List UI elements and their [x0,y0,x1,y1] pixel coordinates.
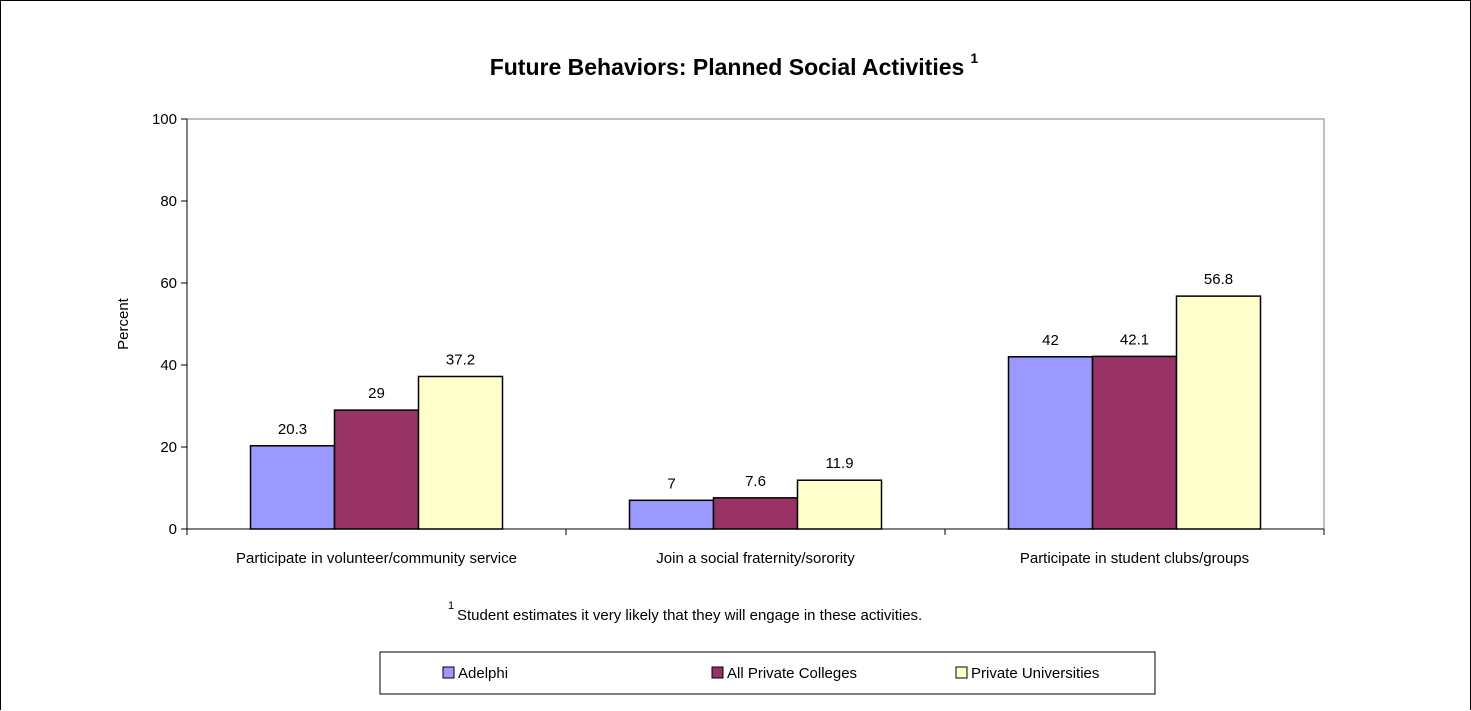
legend: Adelphi All Private Colleges Private Unive… [442,665,1099,682]
bar-data-label: 29 [368,385,385,402]
x-category-label: Participate in student clubs/groups [1020,550,1249,567]
bar-data-label: 56.8 [1204,271,1233,288]
footnote-marker: 1 [448,600,454,612]
bar [1091,355,1178,530]
legend-label: All Private Colleges [727,665,857,682]
chart-title: Future Behaviors: Planned Social Activit… [490,54,965,80]
legend-swatch [955,666,968,679]
bar [1007,356,1094,530]
y-tick-label: 100 [152,111,177,128]
y-tick-label: 20 [160,439,177,456]
bar [1175,295,1262,530]
y-tick-label: 0 [169,521,177,538]
bar [628,499,715,530]
legend-label: Private Universities [971,665,1099,682]
bar-data-label: 7 [667,475,675,492]
bar [417,375,504,530]
bar-data-label: 11.9 [825,455,853,472]
legend-swatch [711,666,724,679]
bar-data-label: 37.2 [446,351,475,368]
bar-data-label: 42 [1042,332,1059,349]
footnote-text: Student estimates it very likely that th… [457,607,922,624]
y-tick-label: 80 [160,193,177,210]
y-tick-label: 60 [160,275,177,292]
bars [249,295,1262,530]
x-category-label: Participate in volunteer/community servi… [236,550,517,567]
legend-swatch [442,666,455,679]
bar [249,445,336,530]
data-labels: 20.3 29 37.2 7 7.6 11.9 42 42.1 56.8 [278,271,1233,492]
axes: 0 20 40 60 80 100 Participate in volunteer/com… [152,111,1325,567]
bar-data-label: 20.3 [278,421,307,438]
legend-box [379,651,1156,695]
bar [796,479,883,530]
bar-data-label: 7.6 [745,473,766,490]
bar [333,409,420,530]
legend-label: Adelphi [458,665,508,682]
y-tick-label: 40 [160,357,177,374]
chart-title-text: Future Behaviors: Planned Social Activit… [490,54,965,80]
x-category-label: Join a social fraternity/sorority [656,550,855,567]
bar [712,497,799,530]
bar-data-label: 42.1 [1120,331,1149,348]
chart-title-superscript: 1 [970,50,978,66]
y-axis-label: Percent [115,297,132,350]
